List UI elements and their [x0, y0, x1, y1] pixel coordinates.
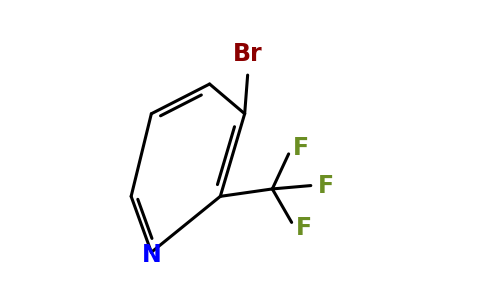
- Text: N: N: [141, 243, 161, 267]
- Text: Br: Br: [233, 42, 262, 66]
- Text: F: F: [292, 136, 309, 160]
- Text: F: F: [318, 174, 334, 198]
- Text: F: F: [295, 216, 312, 240]
